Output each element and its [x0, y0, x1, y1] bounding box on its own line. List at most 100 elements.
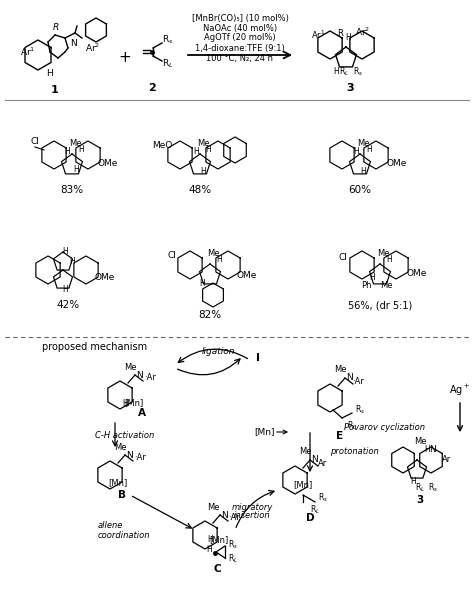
Text: Me: Me [197, 138, 209, 148]
Text: R: R [53, 24, 59, 33]
Text: N: N [311, 456, 319, 465]
Text: protonation: protonation [330, 447, 379, 456]
Text: OMe: OMe [387, 158, 407, 167]
Text: R$_L$: R$_L$ [415, 482, 425, 494]
Text: 1: 1 [51, 85, 59, 95]
Text: Ar: Ar [442, 456, 452, 465]
Text: MeO: MeO [152, 141, 172, 150]
Text: 83%: 83% [61, 185, 83, 195]
Text: Ph: Ph [361, 281, 371, 290]
Text: Me: Me [114, 443, 126, 452]
Text: [Mn]: [Mn] [210, 535, 228, 544]
Text: R$_s$: R$_s$ [228, 539, 238, 551]
Text: R$_s$: R$_s$ [353, 66, 363, 78]
Text: H: H [205, 145, 211, 154]
Text: H: H [46, 69, 54, 77]
Text: N: N [429, 444, 437, 453]
Text: H: H [200, 167, 206, 176]
Text: H: H [345, 34, 351, 43]
Text: R$_L$: R$_L$ [347, 420, 357, 432]
Text: 2: 2 [148, 83, 156, 93]
Text: OMe: OMe [407, 268, 427, 278]
Text: I: I [256, 353, 260, 363]
Text: R$_L$: R$_L$ [162, 58, 174, 70]
Text: Me: Me [334, 365, 346, 375]
Text: Me: Me [207, 248, 219, 258]
Text: B: B [118, 490, 126, 500]
Text: D: D [306, 513, 314, 523]
Text: Me: Me [357, 138, 369, 148]
Text: 60%: 60% [348, 185, 372, 195]
Text: R$_s$: R$_s$ [318, 492, 328, 504]
Text: OMe: OMe [237, 271, 257, 280]
Text: [Mn]: [Mn] [255, 427, 275, 437]
Text: Ar$^1$: Ar$^1$ [20, 46, 36, 58]
Text: [Mn]: [Mn] [109, 479, 128, 488]
Text: ·Ar: ·Ar [134, 453, 146, 463]
Text: allene: allene [98, 521, 123, 530]
Text: R$_s$: R$_s$ [162, 34, 174, 46]
Text: 48%: 48% [189, 185, 211, 195]
Text: H: H [62, 285, 68, 294]
Text: H: H [206, 545, 212, 554]
Text: H: H [73, 165, 79, 174]
Text: ·Ar: ·Ar [144, 374, 156, 382]
Text: Me: Me [377, 248, 389, 258]
Text: 3: 3 [346, 83, 354, 93]
Text: C: C [213, 564, 221, 574]
Text: C-H activation: C-H activation [95, 430, 154, 440]
Text: OMe: OMe [98, 158, 118, 167]
Text: Ar$^1$: Ar$^1$ [311, 29, 325, 41]
Text: insertion: insertion [234, 511, 270, 521]
Text: H: H [78, 145, 84, 154]
Text: H: H [69, 258, 75, 267]
Text: Me: Me [207, 502, 219, 511]
Text: R: R [337, 28, 343, 37]
Text: ·Ar: ·Ar [228, 514, 240, 522]
Text: Me: Me [380, 281, 392, 290]
Text: H: H [386, 255, 392, 265]
Text: H: H [64, 148, 70, 157]
Text: H: H [216, 255, 222, 265]
Text: N: N [137, 371, 143, 379]
Text: Me: Me [299, 447, 311, 456]
Text: 100 °C, N₂, 24 h: 100 °C, N₂, 24 h [207, 54, 273, 63]
Text: Ar$^2$: Ar$^2$ [356, 26, 371, 38]
Text: proposed mechanism: proposed mechanism [42, 342, 147, 352]
Text: H: H [424, 444, 430, 453]
Text: H: H [122, 398, 128, 408]
Text: [Mn]: [Mn] [293, 480, 313, 489]
Text: AgOTf (20 mol%): AgOTf (20 mol%) [204, 34, 276, 43]
Text: E: E [337, 431, 344, 441]
Text: R$_L$: R$_L$ [228, 553, 238, 565]
Text: H: H [62, 248, 68, 256]
Text: NaOAc (40 mol%): NaOAc (40 mol%) [203, 24, 277, 33]
Text: 82%: 82% [199, 310, 221, 320]
Text: Cl: Cl [338, 252, 347, 261]
Text: Me: Me [414, 437, 426, 446]
Text: 3: 3 [416, 495, 424, 505]
Text: R$_L$: R$_L$ [310, 504, 320, 517]
Text: ligation: ligation [201, 348, 235, 356]
Text: 42%: 42% [56, 300, 80, 310]
Text: coordination: coordination [98, 531, 151, 540]
Text: migratory: migratory [231, 504, 273, 512]
Text: H: H [366, 145, 372, 154]
Text: N: N [127, 450, 133, 459]
Text: Me: Me [124, 362, 136, 372]
Text: H: H [410, 478, 416, 486]
Text: N: N [346, 374, 354, 382]
Text: Ag$^+$: Ag$^+$ [449, 382, 471, 398]
Text: Me: Me [69, 138, 81, 148]
Text: H: H [333, 67, 339, 76]
Text: Povarov cyclization: Povarov cyclization [345, 424, 426, 433]
Text: H: H [193, 148, 199, 157]
Text: R$_s$: R$_s$ [355, 404, 365, 416]
Text: H: H [360, 167, 366, 176]
Text: [Mn]: [Mn] [124, 398, 144, 408]
Text: OMe: OMe [95, 274, 115, 282]
Text: Cl: Cl [168, 252, 176, 261]
Text: Ar: Ar [319, 459, 328, 467]
Text: ·Ar: ·Ar [352, 376, 364, 385]
Text: N: N [71, 38, 77, 47]
